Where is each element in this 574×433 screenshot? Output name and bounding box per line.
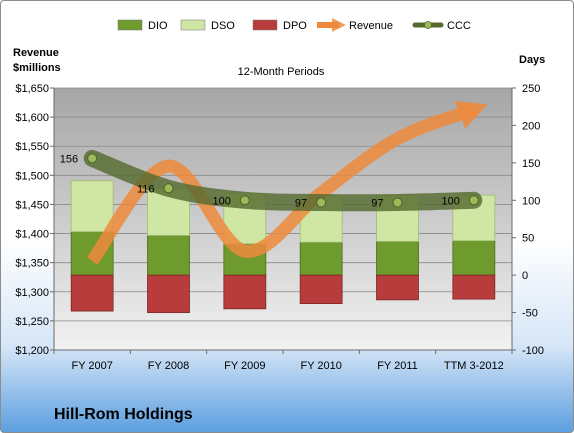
ccc-line: [83, 149, 483, 212]
ccc-data-label: 100: [212, 195, 230, 207]
y-left-tick-label: $1,500: [15, 170, 49, 182]
y-left-tick-label: $1,450: [15, 199, 49, 211]
y-left-label-line2: $millions: [13, 62, 61, 74]
legend-swatch: [117, 19, 143, 31]
x-tick-label: FY 2010: [300, 360, 341, 372]
x-tick-label: FY 2011: [377, 360, 418, 372]
legend-label: Revenue: [349, 20, 393, 32]
legend-label: DIO: [148, 20, 168, 32]
x-tick-label: FY 2008: [148, 360, 189, 372]
y-right-tick-label: 100: [522, 195, 540, 207]
bar-dpo: [223, 274, 267, 310]
ccc-data-label: 97: [371, 198, 383, 210]
y-left-tick-label: $1,600: [15, 112, 49, 124]
y-right-label: Days: [519, 54, 545, 66]
legend-label: CCC: [447, 20, 471, 32]
revenue-line: [86, 100, 488, 265]
y-right-tick-label: 200: [522, 120, 540, 132]
legend-label: DSO: [211, 20, 235, 32]
x-tick-label: FY 2007: [71, 360, 112, 372]
ccc-point: [163, 183, 174, 194]
ccc-data-label: 97: [295, 198, 307, 210]
y-left-tick-label: $1,350: [15, 258, 49, 270]
legend-swatch: [252, 19, 278, 31]
bar-dio: [299, 241, 343, 276]
plot-area: [54, 88, 512, 350]
chart-title: 12-Month Periods: [238, 66, 325, 78]
legend-swatch-ccc-marker: [424, 21, 432, 29]
bar-dio: [147, 235, 190, 276]
y-right-tick-label: 250: [522, 83, 540, 95]
y-left-tick-label: $1,300: [15, 287, 49, 299]
bar-dio: [452, 240, 496, 276]
company-name: Hill-Rom Holdings: [54, 406, 193, 423]
x-tick-label: FY 2009: [224, 360, 265, 372]
ccc-data-label: 100: [441, 195, 459, 207]
y-right-tick-label: 0: [522, 270, 528, 282]
ccc-data-label: 116: [137, 183, 155, 195]
y-left-tick-label: $1,650: [15, 83, 49, 95]
y-left-tick-label: $1,200: [15, 345, 49, 357]
y-left-label-line1: Revenue: [13, 47, 59, 59]
bar-dpo: [147, 274, 190, 313]
ccc-point: [468, 195, 479, 206]
bar-dpo: [299, 274, 343, 304]
legend-label: DPO: [283, 20, 307, 32]
legend-swatch: [180, 19, 206, 31]
bar-dpo: [452, 274, 496, 300]
ccc-point: [239, 195, 250, 206]
ccc-point: [392, 197, 403, 208]
bar-dpo: [70, 274, 114, 312]
y-left-tick-label: $1,400: [15, 229, 49, 241]
ccc-data-label: 156: [60, 153, 78, 165]
y-left-tick-label: $1,550: [15, 141, 49, 153]
y-right-tick-label: 50: [522, 233, 534, 245]
y-right-tick-label: 150: [522, 158, 540, 170]
bar-dso: [70, 180, 114, 233]
bar-dio: [376, 241, 419, 276]
x-tick-label: TTM 3-2012: [444, 360, 504, 372]
y-right-tick-label: -50: [522, 308, 538, 320]
ccc-point: [87, 153, 98, 164]
ccc-point: [316, 197, 327, 208]
bar-dpo: [376, 274, 419, 301]
y-right-tick-label: -100: [522, 345, 544, 357]
y-left-tick-label: $1,250: [15, 316, 49, 328]
